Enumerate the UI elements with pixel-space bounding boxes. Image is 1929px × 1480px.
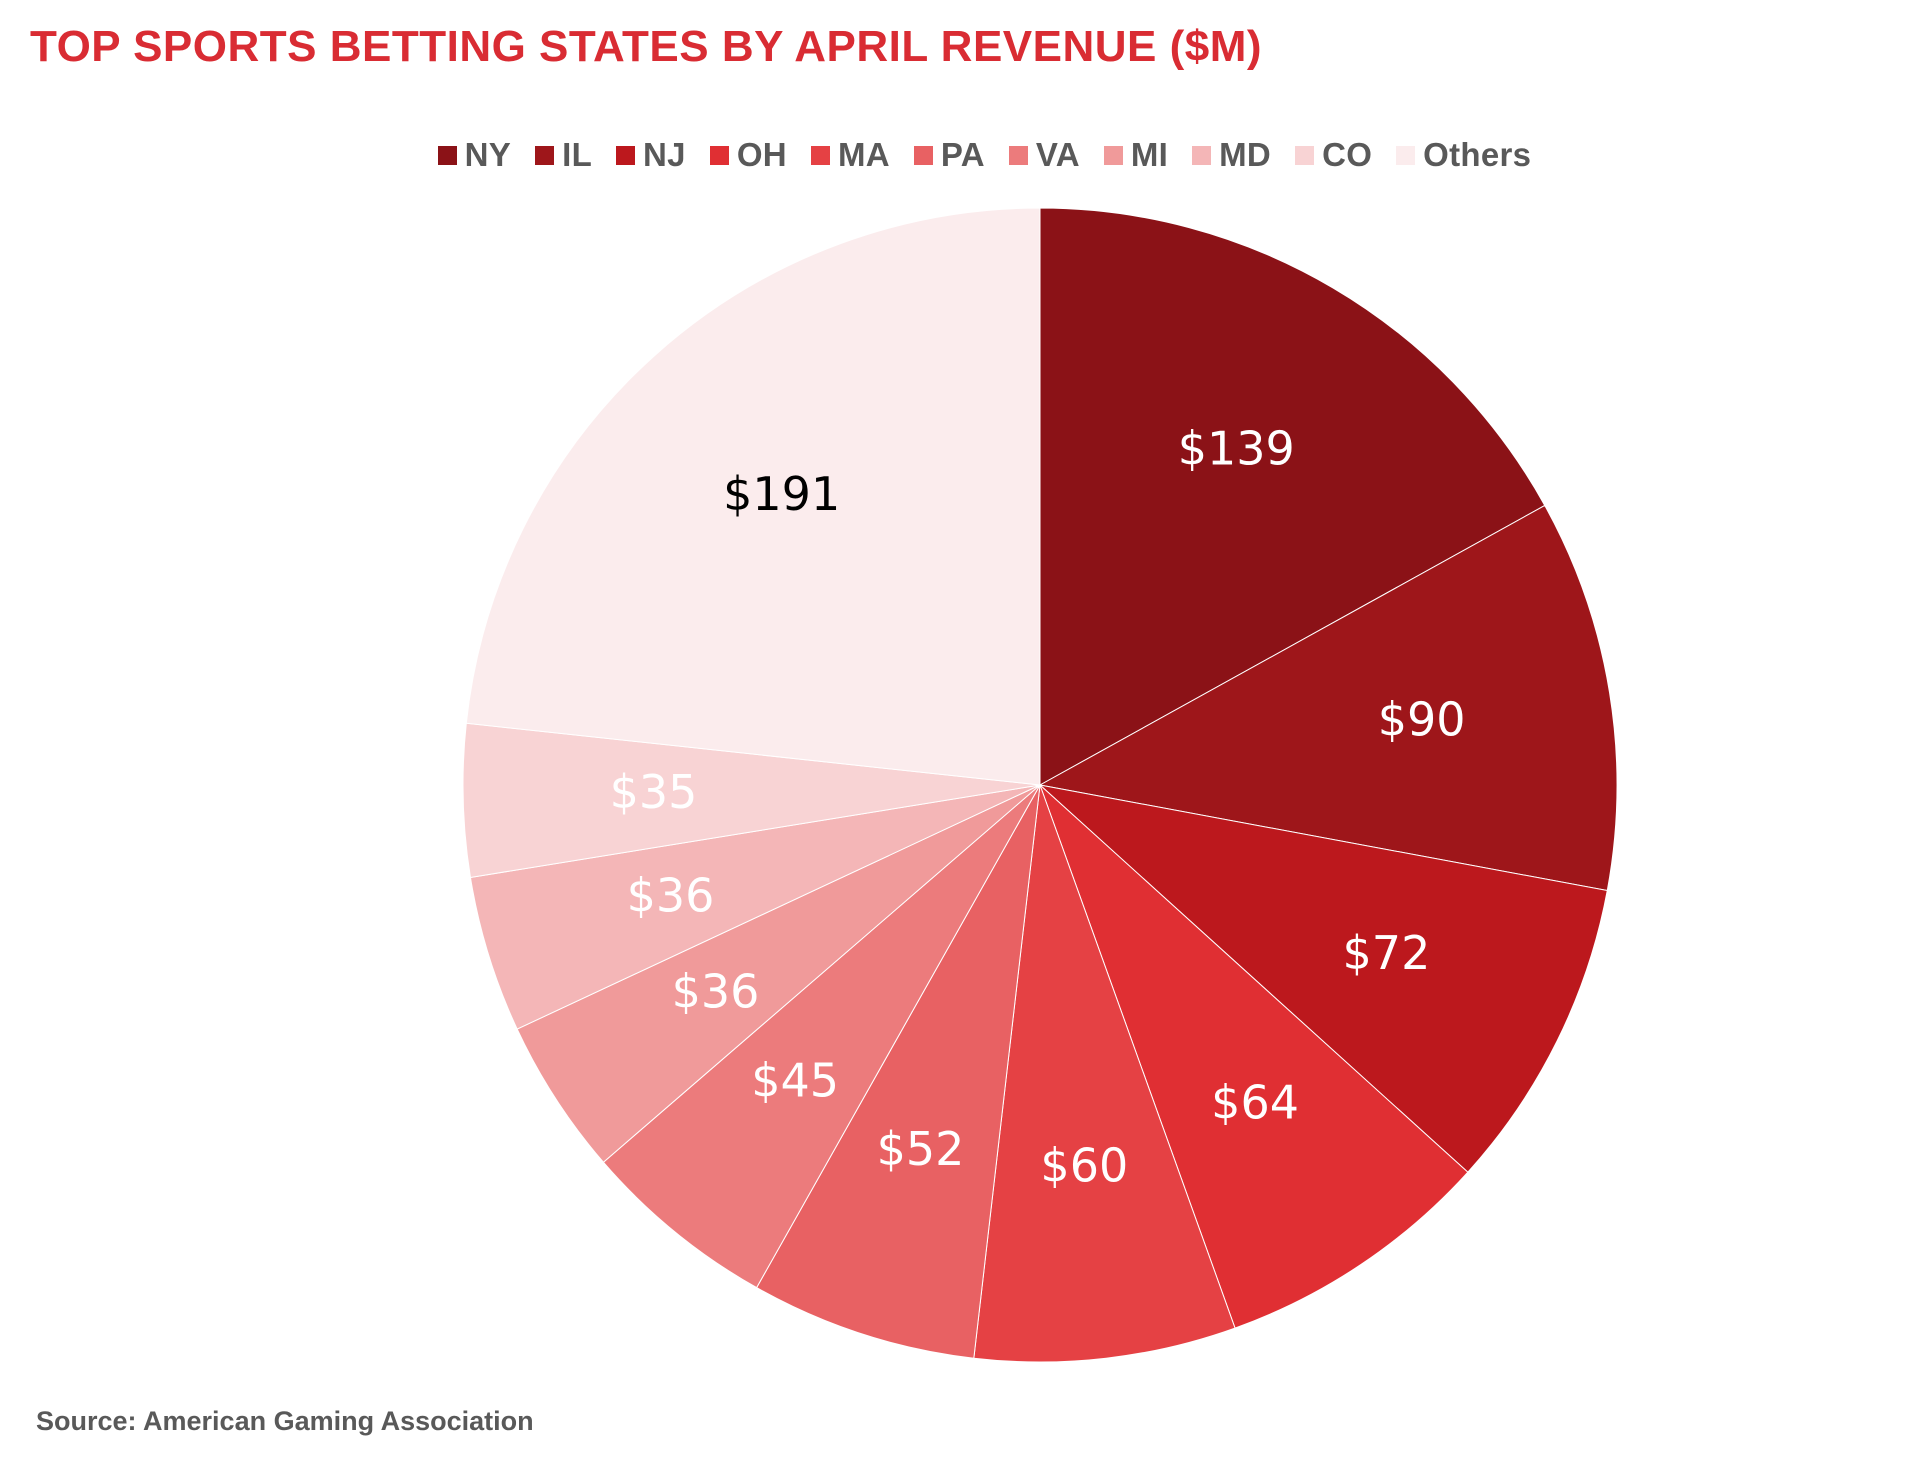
- legend-swatch: [1008, 145, 1028, 165]
- legend-swatch: [709, 145, 729, 165]
- legend-label: MD: [1219, 136, 1272, 173]
- pie-slice-oh: [1039, 784, 1469, 1329]
- pie-data-labels: $139 $90 $72 $64 $60 $52 $45 $36 $36 $35 $191: [610, 421, 1466, 1192]
- legend-swatch: [810, 145, 830, 165]
- chart-title: TOP SPORTS BETTING STATES BY APRIL REVEN…: [30, 22, 1263, 71]
- legend-label: CO: [1322, 136, 1373, 173]
- legend-item-co: CO: [1295, 136, 1372, 174]
- legend-swatch: [616, 145, 636, 165]
- data-label-others: $191: [723, 467, 840, 521]
- legend-label: NY: [464, 136, 512, 173]
- legend-swatch: [535, 145, 555, 165]
- legend-item-oh: OH: [709, 136, 787, 174]
- legend-item-il: IL: [535, 136, 592, 174]
- pie-slice-ma: [973, 784, 1236, 1363]
- data-label-md: $36: [627, 868, 715, 922]
- data-label-nj: $72: [1343, 926, 1431, 980]
- pie-slice-ny: [1039, 207, 1546, 786]
- legend-label: MI: [1130, 136, 1169, 173]
- legend-label: OH: [736, 136, 787, 173]
- data-label-ny: $139: [1178, 421, 1295, 475]
- legend-item-ma: MA: [810, 136, 890, 174]
- source-note: Source: American Gaming Association: [36, 1406, 534, 1436]
- legend-label: IL: [562, 136, 593, 173]
- pie-slice-nj: [1038, 784, 1608, 1173]
- legend-item-ny: NY: [437, 136, 512, 174]
- chart-legend: NY IL NJ OH MA PA VA MI MD CO Others: [0, 130, 1929, 180]
- legend-item-mi: MI: [1103, 136, 1169, 174]
- legend-label: Others: [1423, 136, 1532, 173]
- legend-item-others: Others: [1396, 136, 1531, 174]
- legend-label: MA: [837, 136, 890, 173]
- data-label-mi: $36: [672, 965, 760, 1019]
- pie-slice-va: [602, 784, 1041, 1289]
- pie-slice-il: [1038, 504, 1618, 892]
- legend-label: PA: [940, 136, 985, 173]
- legend-swatch: [1396, 145, 1416, 165]
- legend-item-va: VA: [1008, 136, 1080, 174]
- data-label-oh: $64: [1211, 1076, 1299, 1130]
- data-label-co: $35: [610, 765, 698, 819]
- data-label-il: $90: [1378, 693, 1466, 747]
- legend-swatch: [437, 145, 457, 165]
- legend-label: NJ: [643, 136, 686, 173]
- legend-swatch: [1295, 145, 1315, 165]
- pie-slice-pa: [755, 784, 1041, 1359]
- pie-slices: [462, 207, 1618, 1363]
- pie-slice-others: [465, 207, 1041, 786]
- data-label-pa: $52: [877, 1122, 965, 1176]
- legend-item-pa: PA: [913, 136, 985, 174]
- legend-label: VA: [1035, 136, 1080, 173]
- legend-swatch: [1103, 145, 1123, 165]
- data-label-ma: $60: [1040, 1139, 1128, 1193]
- legend-swatch: [913, 145, 933, 165]
- legend-item-md: MD: [1192, 136, 1271, 174]
- data-label-va: $45: [751, 1054, 839, 1108]
- legend-item-nj: NJ: [616, 136, 686, 174]
- legend-swatch: [1192, 145, 1212, 165]
